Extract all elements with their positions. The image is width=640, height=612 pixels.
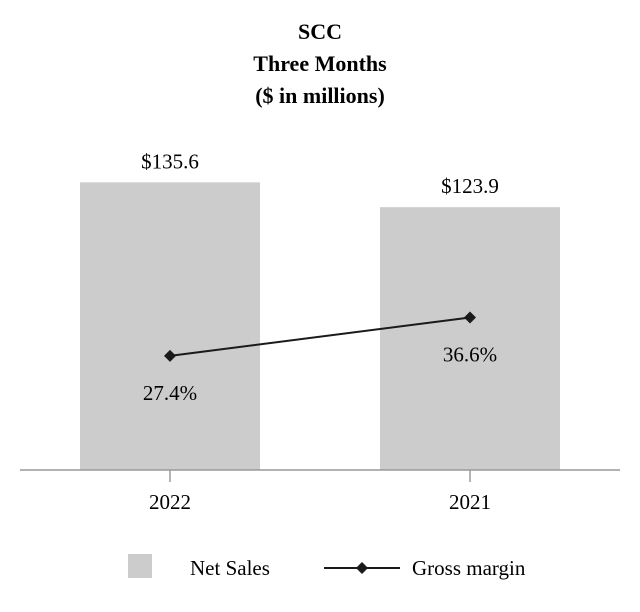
legend-marker-gross-margin bbox=[356, 562, 368, 574]
chart-title: SCC Three Months ($ in millions) bbox=[253, 19, 387, 108]
gross-margin-marker-2022 bbox=[164, 349, 176, 362]
bar-label-2021: $123.9 bbox=[441, 174, 499, 198]
gross-margin-marker-2021 bbox=[464, 311, 476, 324]
gross-margin-line bbox=[169, 316, 471, 357]
x-tick-label-2021: 2021 bbox=[449, 490, 491, 514]
gross-margin-label-2021: 36.6% bbox=[443, 343, 497, 367]
chart-title-line-2: Three Months bbox=[253, 51, 387, 76]
legend-label-net-sales: Net Sales bbox=[190, 556, 270, 580]
bar-label-2022: $135.6 bbox=[141, 149, 199, 173]
x-tick-label-2022: 2022 bbox=[149, 490, 191, 514]
plot-area: $135.6 $123.9 27.4% 36.6% bbox=[80, 149, 560, 470]
legend: Net Sales Gross margin bbox=[128, 554, 526, 580]
legend-label-gross-margin: Gross margin bbox=[412, 556, 526, 580]
x-axis-ticks: 2022 2021 bbox=[149, 470, 491, 514]
bar-net-sales-2022 bbox=[80, 182, 260, 470]
gross-margin-label-2022: 27.4% bbox=[143, 381, 197, 405]
bar-net-sales-2021 bbox=[380, 207, 560, 470]
chart-title-line-1: SCC bbox=[298, 19, 342, 44]
legend-swatch-net-sales bbox=[128, 554, 152, 578]
chart-title-line-3: ($ in millions) bbox=[255, 83, 385, 108]
